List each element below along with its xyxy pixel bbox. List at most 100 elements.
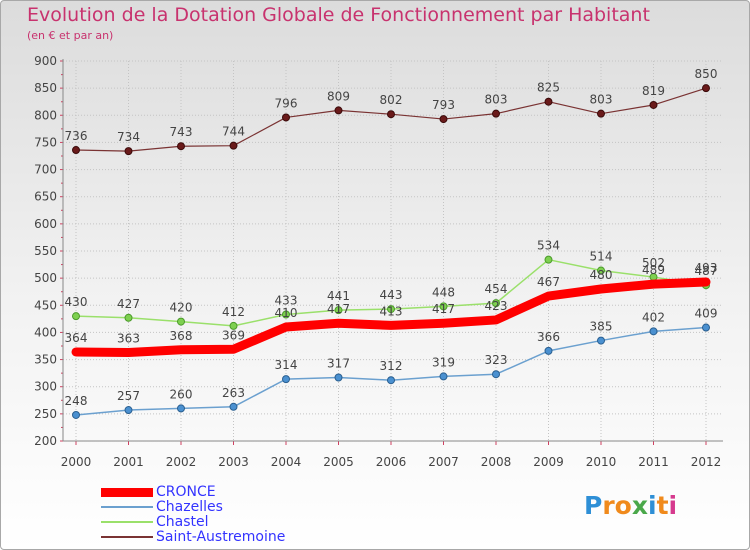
data-point bbox=[387, 110, 395, 119]
data-label: 420 bbox=[170, 301, 193, 315]
legend-label: Chastel bbox=[156, 514, 209, 530]
data-label: 734 bbox=[117, 130, 140, 144]
data-label: 369 bbox=[222, 328, 245, 342]
data-point bbox=[229, 402, 238, 411]
legend-label: Saint-Austremoine bbox=[156, 529, 286, 545]
data-point bbox=[439, 302, 448, 311]
data-label: 803 bbox=[485, 93, 508, 107]
data-point bbox=[544, 97, 553, 106]
data-label: 427 bbox=[117, 297, 140, 311]
grid-layer bbox=[63, 60, 723, 442]
data-point bbox=[72, 312, 80, 321]
data-label: 454 bbox=[485, 282, 508, 296]
data-label: 493 bbox=[695, 261, 718, 275]
y-tick-label: 200 bbox=[34, 434, 57, 448]
data-label: 441 bbox=[327, 289, 350, 303]
x-tick-label: 2008 bbox=[481, 455, 512, 469]
data-label: 319 bbox=[432, 355, 455, 369]
x-tick-label: 2005 bbox=[323, 455, 354, 469]
data-label: 257 bbox=[117, 389, 140, 403]
data-point bbox=[334, 306, 343, 315]
data-point bbox=[597, 109, 605, 118]
data-label: 489 bbox=[642, 263, 665, 277]
data-label: 433 bbox=[275, 294, 298, 308]
data-point bbox=[387, 376, 395, 385]
y-tick-label: 450 bbox=[34, 298, 57, 312]
legend-item: Saint-Austremoine bbox=[101, 529, 361, 545]
data-point bbox=[334, 373, 343, 382]
data-label: 803 bbox=[590, 93, 613, 107]
data-label: 467 bbox=[537, 275, 560, 289]
x-tick-label: 2007 bbox=[428, 455, 459, 469]
data-point bbox=[282, 310, 290, 319]
data-point bbox=[649, 100, 658, 109]
data-label: 809 bbox=[327, 89, 350, 103]
data-label: 385 bbox=[590, 320, 613, 334]
y-tick-label: 300 bbox=[34, 380, 57, 394]
data-label: 260 bbox=[170, 387, 193, 401]
data-label: 802 bbox=[380, 93, 403, 107]
y-tick-label: 900 bbox=[34, 54, 57, 68]
y-tick-label: 400 bbox=[34, 325, 57, 339]
data-point bbox=[72, 146, 80, 155]
data-label: 417 bbox=[432, 302, 455, 316]
data-point bbox=[439, 115, 448, 124]
x-tick-label: 2000 bbox=[61, 455, 92, 469]
data-point bbox=[124, 147, 133, 156]
data-point bbox=[544, 255, 553, 264]
legend-label: Chazelles bbox=[156, 499, 223, 515]
y-tick-label: 500 bbox=[34, 271, 57, 285]
data-point bbox=[282, 375, 290, 384]
data-label: 363 bbox=[117, 332, 140, 346]
chart-title: Evolution de la Dotation Globale de Fonc… bbox=[27, 4, 650, 26]
x-tick-label: 2002 bbox=[166, 455, 197, 469]
y-tick-label: 850 bbox=[34, 81, 57, 95]
data-label: 514 bbox=[590, 250, 613, 264]
legend-item: Chazelles bbox=[101, 499, 361, 515]
data-label: 743 bbox=[170, 125, 193, 139]
data-label: 263 bbox=[222, 386, 245, 400]
data-label: 448 bbox=[432, 285, 455, 299]
data-label: 825 bbox=[537, 81, 560, 95]
data-label: 323 bbox=[485, 353, 508, 367]
x-tick-label: 2001 bbox=[113, 455, 144, 469]
legend-item: CRONCE bbox=[101, 484, 361, 500]
data-point bbox=[124, 313, 133, 322]
data-label: 366 bbox=[537, 330, 560, 344]
legend-swatch bbox=[101, 536, 153, 538]
legend-swatch bbox=[101, 506, 153, 508]
legend-item: Chastel bbox=[101, 514, 361, 530]
logo-letter: x bbox=[631, 491, 648, 520]
data-point bbox=[492, 299, 500, 308]
chart-subtitle: (en € et par an) bbox=[27, 29, 114, 42]
legend-label: CRONCE bbox=[156, 484, 216, 500]
data-point bbox=[387, 305, 395, 314]
legend-swatch bbox=[101, 487, 153, 497]
y-tick-label: 350 bbox=[34, 353, 57, 367]
data-label: 534 bbox=[537, 239, 560, 253]
data-label: 317 bbox=[327, 356, 350, 370]
data-label: 410 bbox=[275, 306, 298, 320]
series-line-cronce bbox=[71, 277, 711, 358]
data-label: 850 bbox=[695, 67, 718, 81]
data-label: 744 bbox=[222, 125, 245, 139]
data-point bbox=[544, 346, 553, 355]
legend-swatch bbox=[101, 521, 153, 523]
data-point bbox=[597, 266, 605, 275]
proxiti-logo: Proxiti bbox=[584, 491, 677, 520]
data-label: 248 bbox=[65, 394, 88, 408]
data-point bbox=[177, 142, 185, 151]
data-point bbox=[334, 106, 343, 115]
data-label: 819 bbox=[642, 84, 665, 98]
logo-letter: i bbox=[648, 491, 657, 520]
data-point bbox=[229, 141, 238, 150]
data-point bbox=[177, 404, 185, 413]
x-tick-label: 2003 bbox=[218, 455, 249, 469]
y-tick-label: 600 bbox=[34, 217, 57, 231]
data-point bbox=[492, 109, 500, 118]
y-tick-label: 800 bbox=[34, 108, 57, 122]
data-point bbox=[492, 370, 500, 379]
data-label: 368 bbox=[170, 329, 193, 343]
data-point bbox=[124, 406, 133, 415]
